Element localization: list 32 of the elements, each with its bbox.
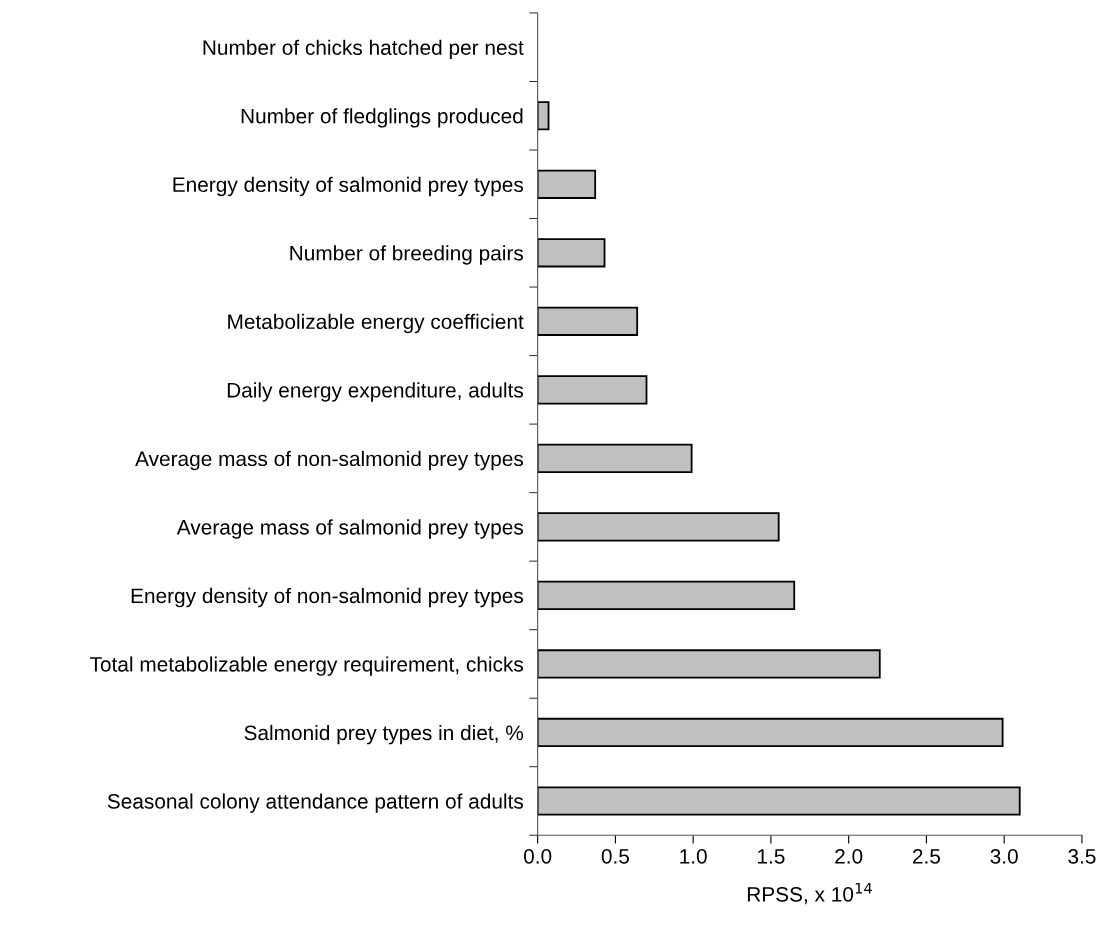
x-tick-label: 1.5 [758, 849, 785, 864]
bar [537, 443, 693, 473]
x-tick-label: 1.0 [680, 849, 707, 864]
y-tick-label: Salmonid prey types in diet, % [244, 724, 524, 745]
bar [537, 238, 606, 268]
y-tick-label: Energy density of salmonid prey types [173, 176, 524, 197]
x-tick-label: 2.0 [835, 849, 863, 864]
bar [537, 512, 780, 542]
bar [537, 169, 597, 199]
y-tick-label: Number of fledglings produced [241, 108, 523, 128]
x-tick-label: 3.5 [1068, 849, 1096, 864]
bar [537, 717, 1004, 748]
bar [537, 786, 1021, 816]
bar [537, 101, 550, 131]
y-tick-label: Number of chicks hatched per nest [203, 39, 524, 60]
x-tick-label: 3.0 [990, 849, 1018, 864]
y-tick-label: Average mass of non-salmonid prey types [135, 450, 524, 471]
bar [537, 306, 639, 336]
y-tick-label: Metabolizable energy coefficient [228, 313, 524, 334]
x-tick-label: 0.5 [601, 849, 630, 864]
x-tick-label: 0.0 [523, 849, 552, 864]
x-axis-title: RPSS, x 10$^{14}$ [747, 882, 872, 905]
y-tick-label: Daily energy expenditure, adults [227, 382, 524, 402]
x-tick-label: 2.5 [912, 849, 941, 864]
y-tick-label: Seasonal colony attendance pattern of adults [107, 793, 524, 813]
y-tick-label: Total metabolizable energy requirement, chicks [90, 656, 524, 676]
bar [537, 375, 648, 405]
y-tick-label: Energy density of non-salmonid prey types [131, 587, 524, 608]
y-tick-label: Number of breeding pairs [290, 245, 524, 265]
y-tick-label: Average mass of salmonid prey types [176, 519, 524, 539]
bar [537, 649, 881, 679]
bar [537, 580, 796, 611]
